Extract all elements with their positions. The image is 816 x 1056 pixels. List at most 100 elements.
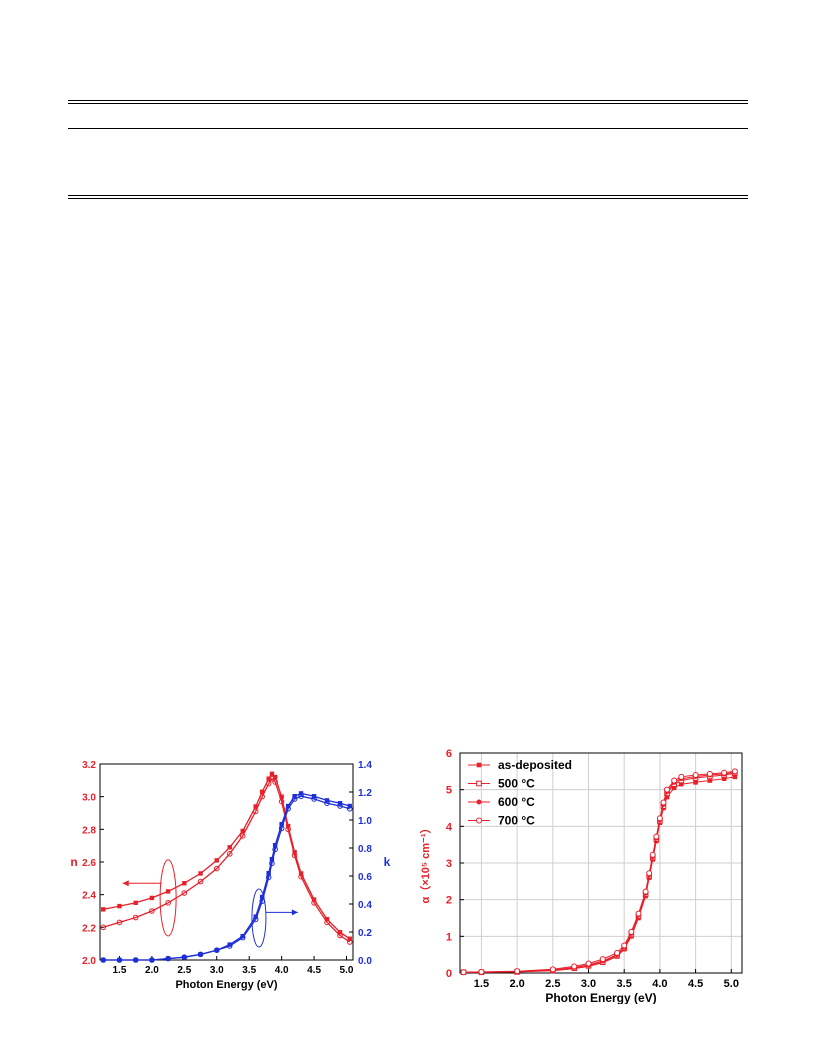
- table-top-rule-1: [68, 100, 748, 101]
- x-tick-label: 3.0: [210, 965, 224, 976]
- k-point: [165, 955, 171, 962]
- n-point: [269, 775, 275, 782]
- y-tick-label: 1: [446, 931, 452, 943]
- k-point: [116, 957, 123, 963]
- n-point: [266, 776, 271, 781]
- alpha-point: [721, 776, 727, 781]
- x-tick-label: 2.5: [177, 965, 191, 976]
- plot-frame: [99, 763, 354, 961]
- n-point: [324, 916, 330, 922]
- k-series-line-4: [103, 795, 350, 961]
- alpha-point: [614, 949, 621, 956]
- n-point: [213, 865, 220, 872]
- n-point: [285, 823, 291, 829]
- alpha-point: [679, 781, 684, 787]
- k-point: [240, 934, 245, 939]
- n-point: [324, 919, 330, 926]
- alpha-point: [649, 851, 656, 858]
- x-tick-label: 3.5: [617, 978, 632, 990]
- k-series-line-3: [103, 792, 350, 961]
- y-tick-label: 3.2: [82, 760, 96, 771]
- n-point: [291, 852, 298, 859]
- n-indicator-arrowhead: [122, 880, 129, 887]
- y2-tick-label: 0.2: [358, 928, 372, 939]
- alpha-point: [664, 786, 671, 793]
- y-axis-title: n: [70, 855, 77, 869]
- n-point: [259, 793, 265, 800]
- k-point: [253, 914, 258, 919]
- n-point: [198, 871, 203, 876]
- y-tick-label: 2.6: [82, 858, 96, 869]
- k-point: [269, 860, 275, 867]
- alpha-point: [731, 768, 738, 775]
- y2-tick-label: 0.8: [358, 844, 372, 855]
- x-tick-label: 3.5: [242, 965, 256, 976]
- k-point: [226, 943, 233, 949]
- n-point: [182, 881, 187, 886]
- n-point: [311, 897, 317, 902]
- k-point: [100, 957, 107, 963]
- alpha-point: [693, 780, 698, 785]
- k-point: [324, 800, 330, 807]
- k-point: [298, 793, 304, 800]
- n-series-line-2: [103, 777, 351, 943]
- n-point: [197, 878, 204, 885]
- legend-label: 600 °C: [498, 795, 535, 809]
- n-point: [252, 808, 259, 815]
- alpha-point: [585, 960, 592, 967]
- legend-marker: [476, 799, 482, 805]
- legend-label: 500 °C: [498, 777, 535, 791]
- k-point: [346, 806, 353, 812]
- n-point: [292, 850, 297, 855]
- n-point: [116, 919, 123, 926]
- k-point: [266, 871, 271, 876]
- legend-marker: [476, 762, 482, 768]
- k-point: [285, 806, 291, 812]
- x-tick-label: 1.5: [474, 978, 489, 990]
- k-point: [132, 957, 139, 963]
- n-point: [346, 939, 353, 945]
- table-top-rule-2: [68, 103, 748, 104]
- y-tick-label: 3: [446, 858, 452, 870]
- n-point: [337, 932, 343, 939]
- k-point: [311, 796, 317, 802]
- k-point: [227, 942, 232, 947]
- n-point: [298, 873, 304, 880]
- n-point: [272, 779, 278, 785]
- alpha-point: [628, 928, 635, 935]
- alpha-point: [706, 770, 713, 777]
- y2-tick-label: 1.2: [358, 788, 372, 799]
- table-bottom-rule-2: [68, 198, 748, 199]
- n-point: [239, 833, 246, 839]
- n-point: [117, 903, 122, 909]
- n-point: [272, 774, 278, 780]
- x-tick-label: 2.0: [509, 978, 524, 990]
- alpha-point: [732, 774, 738, 780]
- alpha-point: [599, 956, 606, 963]
- n-point: [240, 828, 245, 834]
- n-point: [347, 936, 352, 941]
- x-tick-label: 4.0: [652, 978, 667, 990]
- n-point: [311, 900, 317, 906]
- n-point: [133, 900, 138, 906]
- n-point: [214, 858, 219, 863]
- x-tick-label: 5.0: [340, 965, 354, 976]
- n-point: [165, 900, 171, 906]
- k-point: [272, 846, 278, 853]
- alpha-point: [692, 772, 699, 778]
- y-tick-label: 2.2: [82, 923, 96, 934]
- k-point: [291, 796, 298, 802]
- n-point: [132, 914, 139, 921]
- alpha-point: [621, 942, 628, 949]
- alpha-point: [635, 910, 642, 917]
- n-point: [278, 798, 285, 805]
- legend-marker: [476, 780, 482, 787]
- y-tick-label: 6: [446, 748, 452, 760]
- alpha-point: [571, 963, 578, 970]
- x-tick-label: 2.0: [145, 965, 159, 976]
- y-tick-label: 5: [446, 785, 452, 797]
- y-tick-label: 0: [446, 968, 452, 980]
- n-indicator-ellipse: [159, 859, 177, 937]
- k-point: [181, 954, 188, 960]
- x-tick-label: 2.5: [545, 978, 560, 990]
